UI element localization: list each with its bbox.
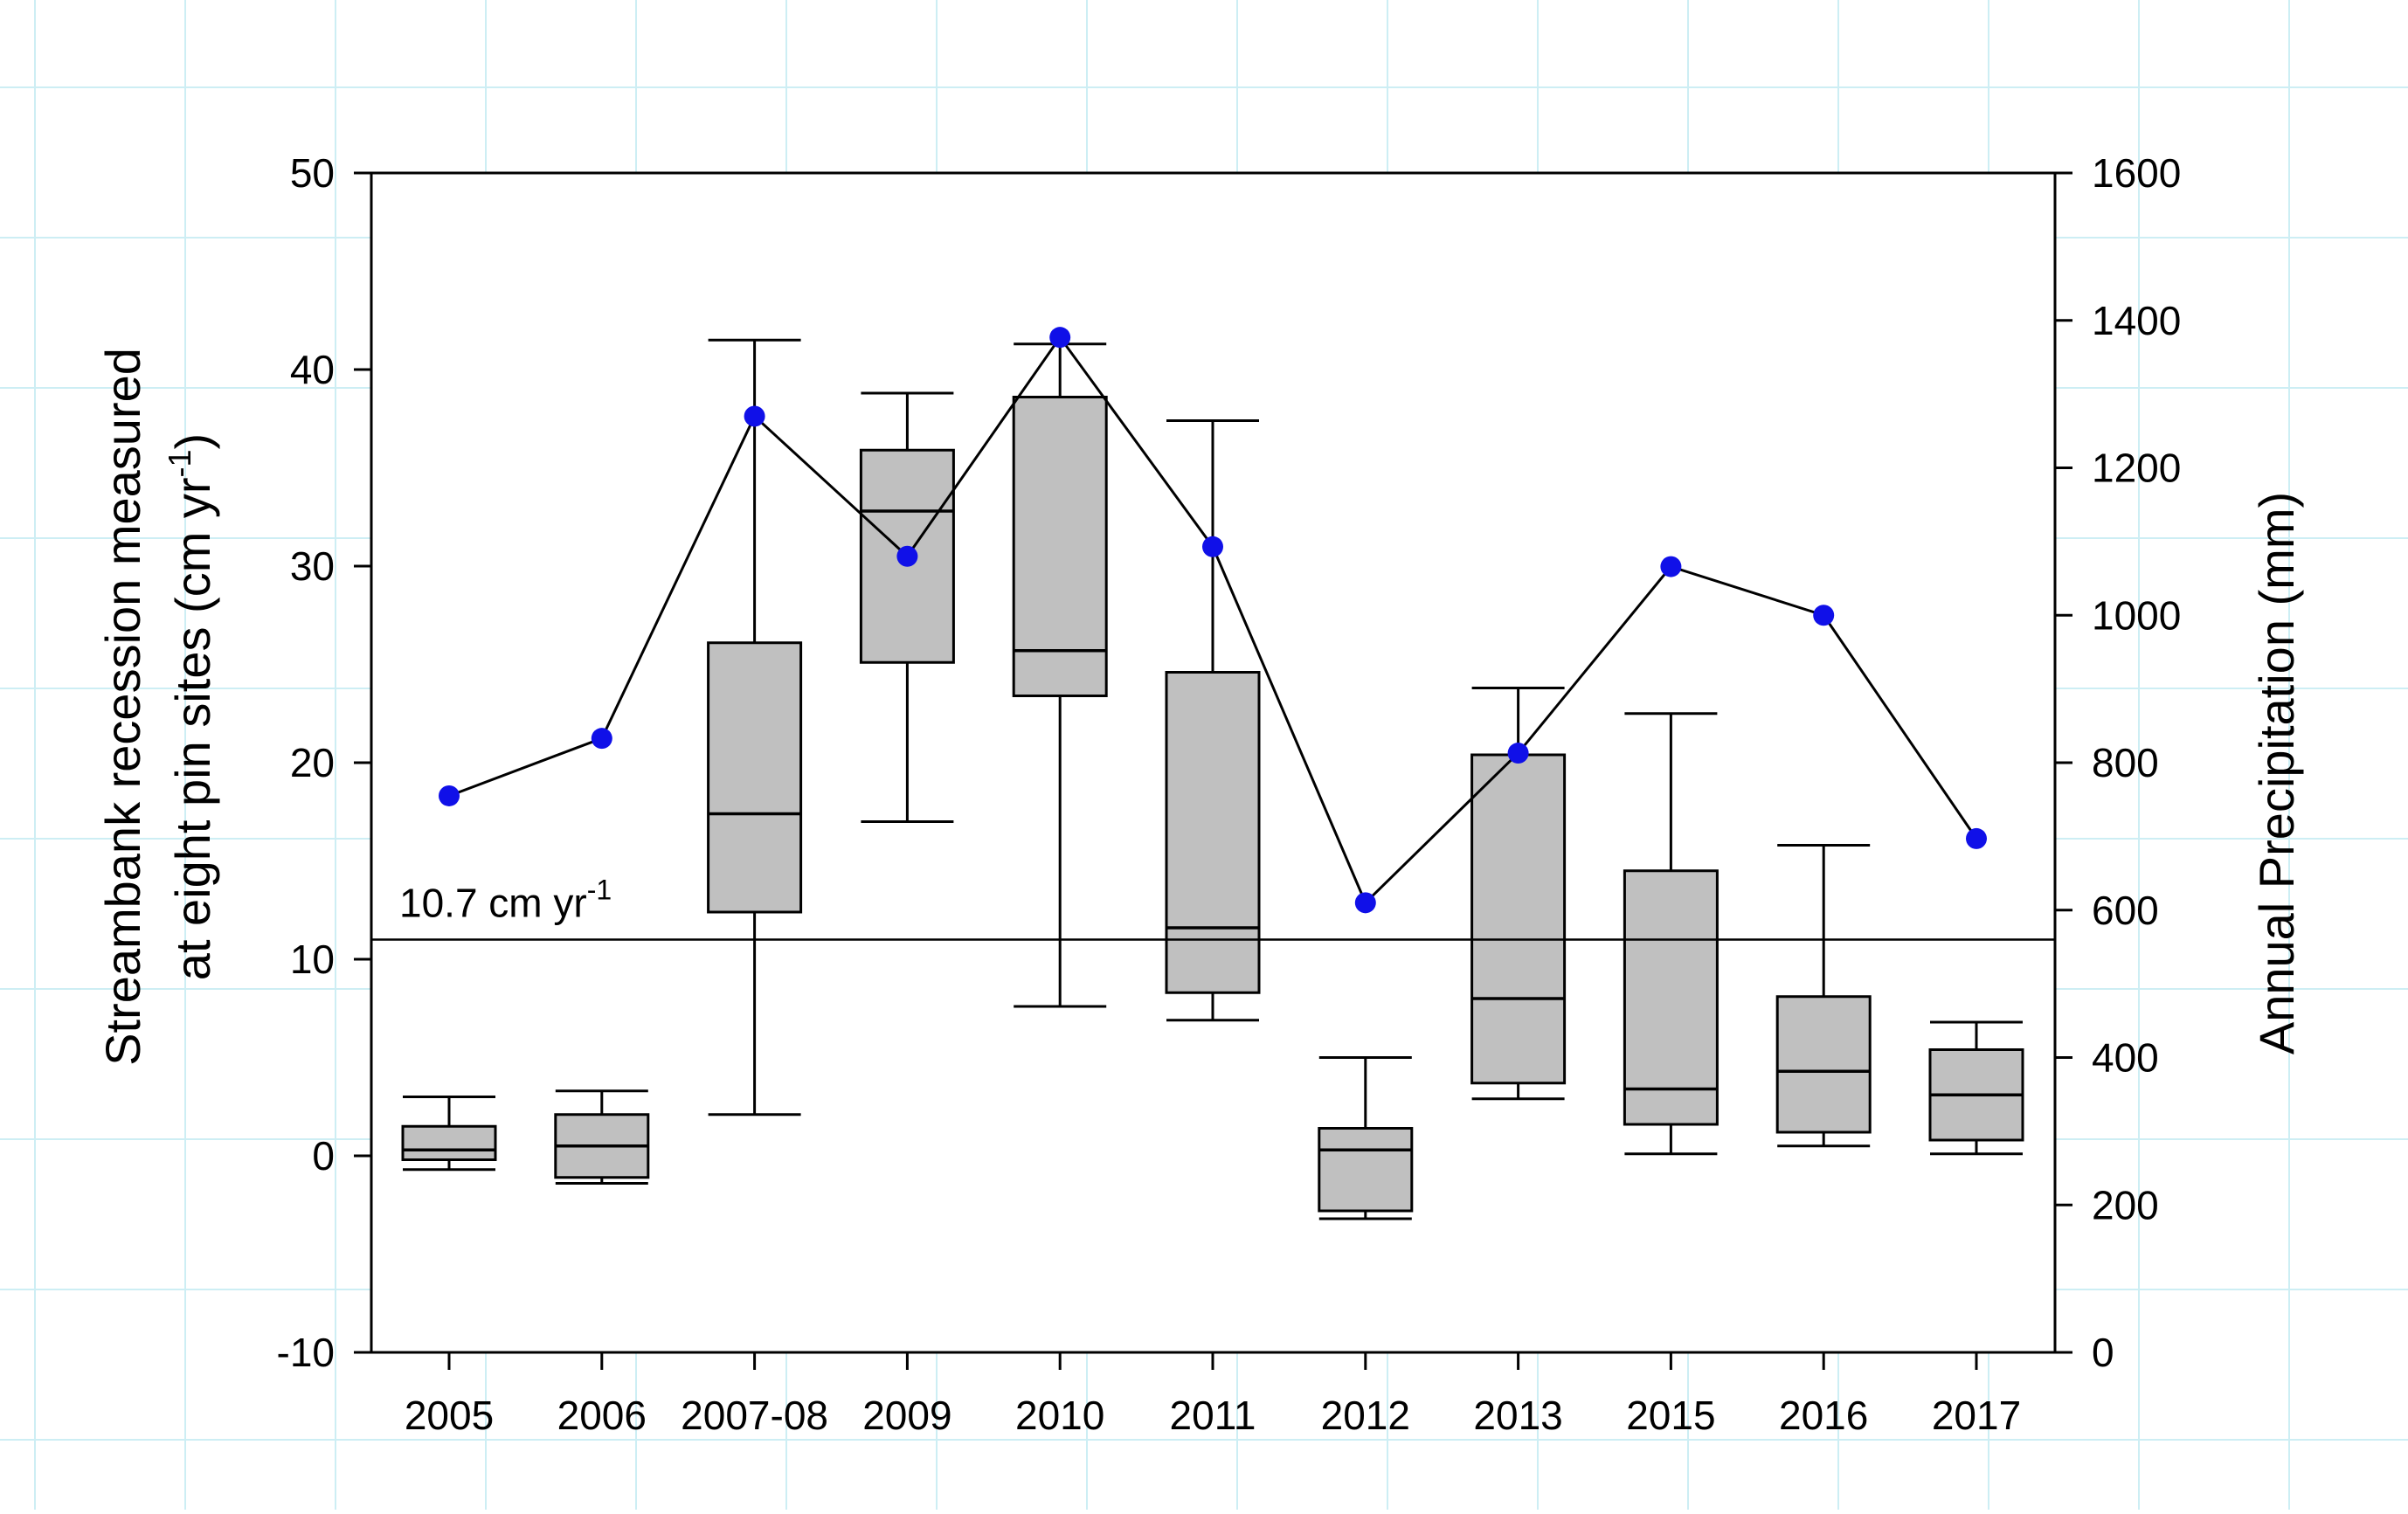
precipitation-point-2009 [896, 545, 918, 567]
x-tick-label: 2015 [1626, 1393, 1715, 1438]
x-tick-label: 2012 [1321, 1393, 1410, 1438]
precipitation-point-2013 [1507, 743, 1529, 764]
left-tick-label: 0 [312, 1133, 335, 1179]
right-axis-title: Annual Precipitation (mm) [2249, 492, 2304, 1054]
right-tick-label: 800 [2092, 740, 2159, 785]
x-tick-label: 2013 [1473, 1393, 1562, 1438]
x-tick-label: 2011 [1170, 1393, 1256, 1438]
box-2007-08 [707, 338, 803, 1116]
precipitation-point-2015 [1660, 556, 1682, 577]
x-tick-label: 2006 [557, 1393, 647, 1438]
left-tick-label: 40 [290, 347, 335, 392]
precipitation-point-2011 [1202, 536, 1223, 557]
right-tick-label: 400 [2092, 1035, 2159, 1081]
left-tick-label: 30 [290, 543, 335, 589]
x-tick-label: 2016 [1779, 1393, 1868, 1438]
box-iqr [1623, 869, 1719, 1126]
box-2013 [1470, 687, 1567, 1101]
box-2010 [1012, 342, 1108, 1008]
right-tick-label: 1200 [2092, 446, 2181, 491]
x-tick-label: 2017 [1932, 1393, 2021, 1438]
reference-line-label: 10.7 cm yr-1 [399, 875, 612, 926]
right-tick-label: 1400 [2092, 298, 2181, 343]
box-iqr [1165, 671, 1261, 994]
left-tick-label: -10 [277, 1330, 335, 1375]
right-tick-label: 600 [2092, 888, 2159, 933]
left-tick-label: 20 [290, 740, 335, 785]
box-iqr [707, 641, 803, 914]
x-tick-label: 2007-08 [681, 1393, 828, 1438]
box-2012 [1318, 1056, 1414, 1220]
box-2017 [1928, 1020, 2024, 1156]
left-axis-title-line1: Streambank recession measured [95, 348, 150, 1066]
reference-line-group: 10.7 cm yr-1 [371, 875, 2055, 941]
precipitation-point-2006 [591, 728, 612, 750]
box-iqr [1470, 753, 1567, 1085]
x-tick-label: 2005 [405, 1393, 494, 1438]
precipitation-point-2012 [1354, 892, 1376, 914]
left-axis: -10 0 10 20 30 40 50 [277, 150, 371, 1375]
x-tick-label: 2009 [862, 1393, 951, 1438]
right-tick-label: 1000 [2092, 592, 2181, 638]
box-2005 [401, 1096, 497, 1172]
box-iqr [401, 1124, 497, 1161]
precipitation-point-2010 [1049, 327, 1071, 349]
right-axis: 0 200 400 600 800 1000 1200 1400 1600 [2055, 150, 2181, 1375]
precipitation-point-2005 [439, 785, 460, 806]
precipitation-point-2007-08 [744, 405, 765, 427]
left-axis-title-line2: at eight pin sites (cm yr-1) [162, 433, 220, 980]
box-series [401, 338, 2024, 1220]
box-iqr [1012, 396, 1108, 697]
right-tick-label: 200 [2092, 1182, 2159, 1227]
right-tick-label: 0 [2092, 1330, 2114, 1375]
box-2016 [1775, 844, 1872, 1148]
x-tick-label: 2010 [1015, 1393, 1104, 1438]
precipitation-point-2016 [1813, 605, 1835, 626]
right-tick-label: 1600 [2092, 150, 2181, 196]
box-iqr [1318, 1127, 1414, 1213]
precipitation-point-2017 [1966, 827, 1987, 849]
precipitation-series [439, 327, 1987, 914]
box-2006 [554, 1089, 650, 1185]
box-iqr [1775, 995, 1872, 1134]
box-2015 [1623, 712, 1719, 1156]
x-axis: 2005 2006 2007-08 2009 2010 2011 2012 2013 2015 2… [405, 1352, 2021, 1438]
left-tick-label: 10 [290, 937, 335, 982]
left-tick-label: 50 [290, 150, 335, 196]
